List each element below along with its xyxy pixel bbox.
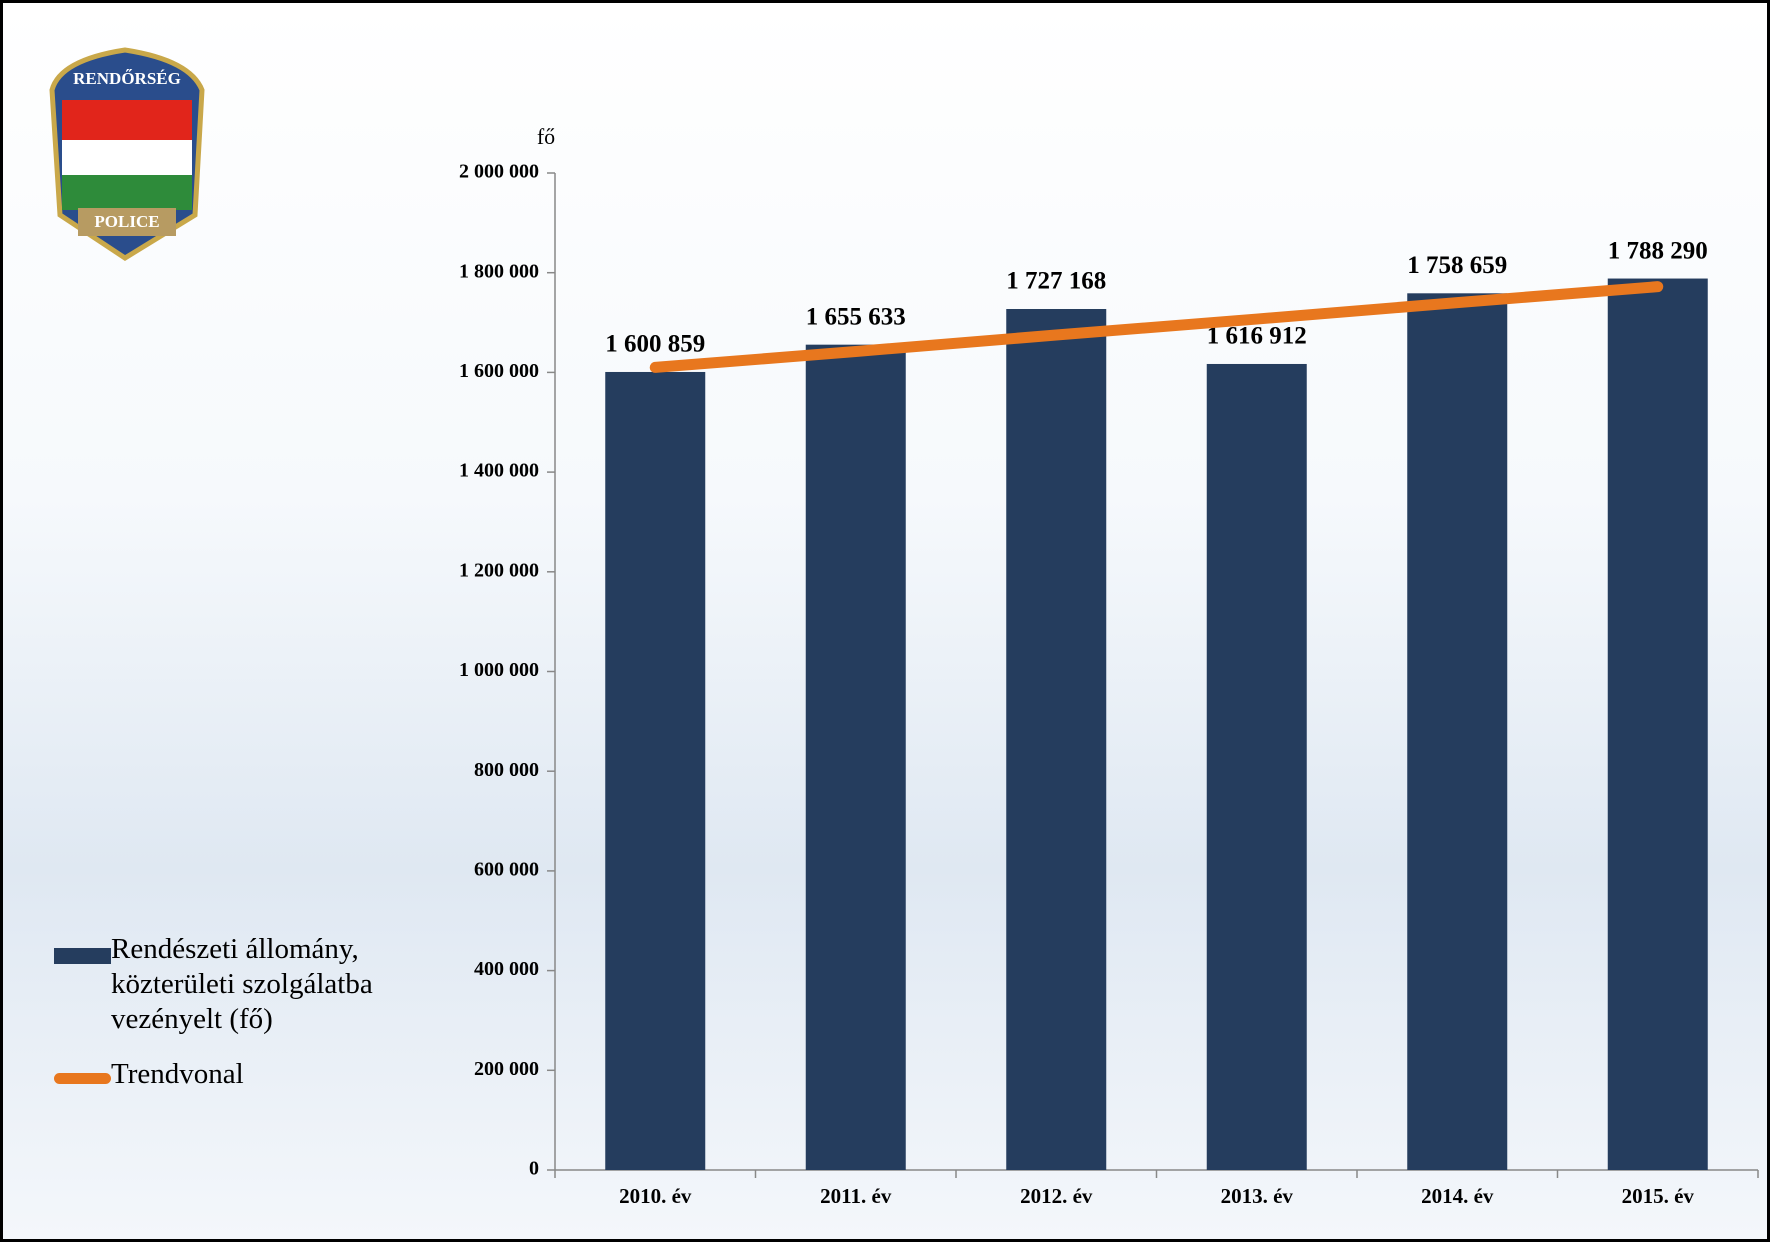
data-label: 1 727 168 (1006, 268, 1106, 295)
x-tick-label: 2012. év (1020, 1184, 1093, 1208)
data-label: 1 758 659 (1407, 252, 1507, 279)
logo-red (62, 100, 192, 140)
legend-item: Trendvonal (54, 1057, 434, 1092)
data-label: 1 655 633 (806, 303, 906, 330)
legend-label: Rendészeti állomány, közterületi szolgál… (111, 933, 373, 1035)
bar (1206, 363, 1307, 1170)
legend-swatch (54, 1073, 111, 1084)
y-tick-label: 800 000 (474, 759, 539, 781)
y-tick-label: 1 400 000 (459, 460, 539, 482)
logo-band (78, 208, 176, 236)
data-label: 1 600 859 (605, 331, 705, 358)
bar (1407, 293, 1508, 1171)
bar (1607, 278, 1708, 1170)
trend-line (649, 281, 1664, 373)
y-tick-label: 1 000 000 (459, 659, 539, 681)
legend: Rendészeti állomány, közterületi szolgál… (54, 932, 434, 1112)
logo: RENDŐRSÉG POLICE (49, 47, 205, 261)
y-tick-label: 0 (529, 1158, 539, 1180)
y-tick-label: 1 600 000 (459, 360, 539, 382)
x-tick-label: 2011. év (820, 1184, 892, 1208)
logo-green (62, 175, 192, 210)
y-tick-label: 2 000 000 (459, 161, 539, 183)
x-tick-label: 2015. év (1622, 1184, 1695, 1208)
logo-bottom-text: POLICE (94, 212, 159, 231)
x-tick-label: 2010. év (619, 1184, 692, 1208)
y-tick-label: 600 000 (474, 858, 539, 880)
bar (605, 371, 706, 1170)
data-label: 1 788 290 (1608, 237, 1708, 264)
logo-top-text: RENDŐRSÉG (73, 69, 181, 88)
y-tick-label: 1 800 000 (459, 260, 539, 282)
y-unit: fő (537, 124, 555, 149)
y-tick-label: 400 000 (474, 958, 539, 980)
legend-label: Trendvonal (111, 1058, 244, 1090)
legend-swatch (54, 948, 111, 964)
y-tick-label: 1 200 000 (459, 559, 539, 581)
bar (805, 344, 906, 1170)
bar (1006, 309, 1107, 1171)
x-tick-label: 2014. év (1421, 1184, 1494, 1208)
logo-white (62, 140, 192, 175)
x-tick-label: 2013. év (1221, 1184, 1294, 1208)
legend-item: Rendészeti állomány, közterületi szolgál… (54, 932, 434, 1037)
y-tick-label: 200 000 (474, 1058, 539, 1080)
